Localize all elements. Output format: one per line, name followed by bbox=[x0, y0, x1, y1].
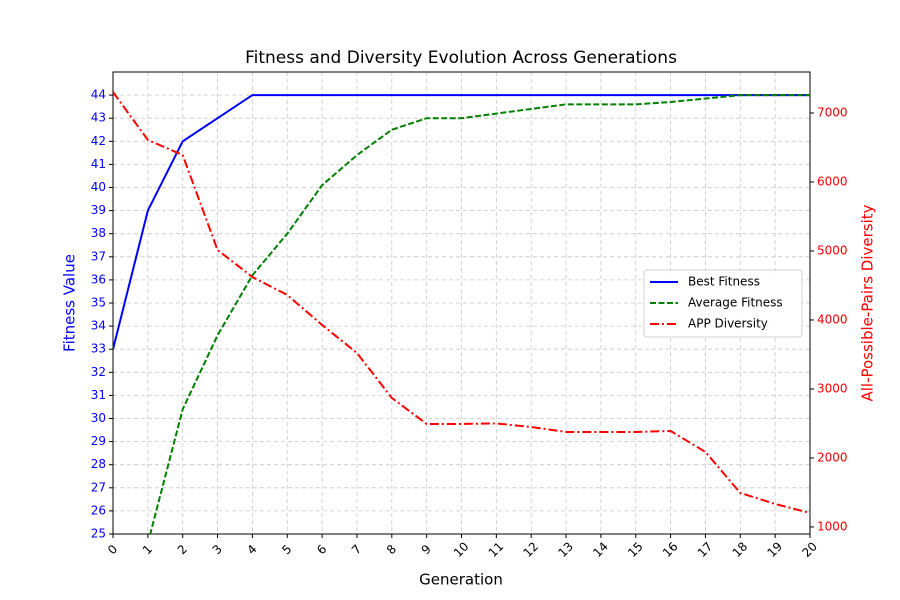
y-tick-label: 42 bbox=[91, 134, 106, 148]
legend-label: APP Diversity bbox=[688, 317, 768, 331]
x-tick-label: 11 bbox=[486, 539, 507, 560]
x-tick-label: 1 bbox=[140, 542, 155, 557]
y-tick-label: 29 bbox=[91, 434, 106, 448]
y-tick-label: 26 bbox=[91, 503, 106, 517]
x-tick-label: 5 bbox=[279, 542, 294, 557]
y-tick-label: 40 bbox=[91, 180, 106, 194]
legend-label: Best Fitness bbox=[688, 275, 760, 289]
y2-tick-label: 6000 bbox=[817, 174, 848, 188]
y-tick-label: 39 bbox=[91, 203, 106, 217]
y-tick-label: 30 bbox=[91, 411, 106, 425]
x-tick-label: 2 bbox=[175, 542, 190, 557]
x-tick-label: 18 bbox=[730, 539, 751, 560]
x-tick-label: 10 bbox=[451, 539, 472, 560]
legend-box bbox=[643, 269, 803, 338]
y2-tick-label: 4000 bbox=[817, 312, 848, 326]
y-tick-label: 31 bbox=[91, 388, 106, 402]
y-tick-label: 36 bbox=[91, 272, 106, 286]
x-tick-label: 0 bbox=[105, 542, 120, 557]
series-line bbox=[113, 91, 810, 514]
x-tick-label: 4 bbox=[244, 542, 259, 557]
y-tick-label: 28 bbox=[91, 457, 106, 471]
y-axis-label: Fitness Value bbox=[61, 254, 79, 352]
x-tick-label: 17 bbox=[695, 539, 716, 560]
y2-axis-label: All-Possible-Pairs Diversity bbox=[859, 204, 877, 401]
x-tick-label: 9 bbox=[419, 542, 434, 557]
x-tick-label: 12 bbox=[520, 539, 541, 560]
x-tick-label: 8 bbox=[384, 542, 399, 557]
y2-tick-label: 1000 bbox=[817, 519, 848, 533]
series-group bbox=[113, 91, 810, 534]
y2-tick-label: 7000 bbox=[817, 105, 848, 119]
y-tick-label: 37 bbox=[91, 249, 106, 263]
y-tick-label: 35 bbox=[91, 296, 106, 310]
x-axis-label: Generation bbox=[419, 571, 503, 589]
x-tick-label: 16 bbox=[660, 539, 681, 560]
x-tick-label: 14 bbox=[590, 539, 611, 560]
x-tick-label: 15 bbox=[625, 539, 646, 560]
y-tick-label: 32 bbox=[91, 365, 106, 379]
series-line bbox=[113, 94, 810, 350]
y2-tick-label: 5000 bbox=[817, 243, 848, 257]
y-tick-label: 44 bbox=[91, 88, 106, 102]
x-tick-label: 7 bbox=[349, 542, 364, 557]
y-tick-label: 41 bbox=[91, 157, 106, 171]
x-tick-label: 6 bbox=[314, 542, 329, 557]
y-tick-label: 33 bbox=[91, 342, 106, 356]
series-line bbox=[149, 94, 810, 534]
x-tick-label: 3 bbox=[210, 542, 225, 557]
chart-title: Fitness and Diversity Evolution Across G… bbox=[245, 48, 677, 68]
x-tick-label: 20 bbox=[799, 539, 820, 560]
y-tick-label: 27 bbox=[91, 480, 106, 494]
x-tick-label: 19 bbox=[764, 539, 785, 560]
y2-tick-label: 3000 bbox=[817, 381, 848, 395]
y-tick-label: 34 bbox=[91, 319, 106, 333]
x-tick-label: 13 bbox=[555, 539, 576, 560]
y2-tick-label: 2000 bbox=[817, 450, 848, 464]
plot-frame bbox=[112, 71, 811, 535]
legend-label: Average Fitness bbox=[688, 296, 783, 310]
y-tick-label: 43 bbox=[91, 111, 106, 125]
y-tick-label: 25 bbox=[91, 527, 106, 541]
y-tick-label: 38 bbox=[91, 226, 106, 240]
